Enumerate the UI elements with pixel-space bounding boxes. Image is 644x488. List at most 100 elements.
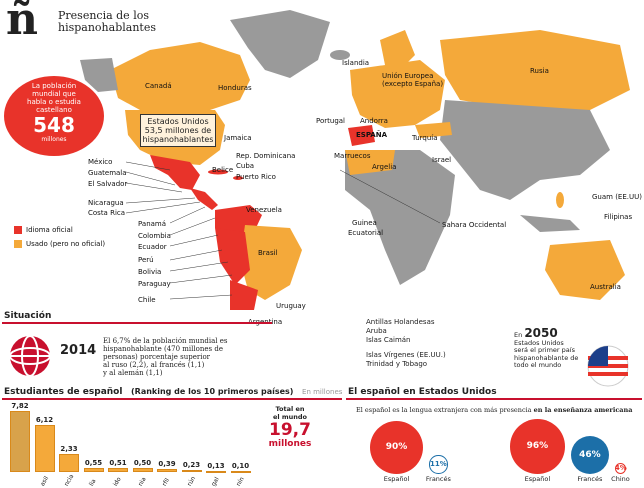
world-stat-line-3: habla o estudia [27,98,81,106]
bar-value-9: 0,13 [207,461,225,470]
bubble-value-2-2: 46% [579,449,601,460]
bar-value-6: 0,50 [133,459,152,468]
students-total: Total en el mundo 19,7 millones [262,405,318,449]
label-canada: Canadá [145,82,172,90]
future-block: En 2050 Estados Unidos será el primer pa… [514,327,579,370]
bar-category-6: nia [136,476,148,488]
australia-shape [545,240,625,300]
bubble-2-1 [510,419,565,474]
world-stat-line-1: La población [31,82,77,90]
label-ue-line-1: Unión Europea [382,72,434,80]
antillas-list: Antillas Holandesas Aruba Islas Caimán I… [366,318,446,369]
situacion-text-5: y al alemán (1,1) [103,369,163,377]
usa-section-title: El español en Estados Unidos [348,387,497,397]
label-honduras: Honduras [218,84,252,92]
page-title: Presencia de los hispanohablantes [58,10,156,34]
filipinas-shape [556,192,564,208]
usa-section-rule [346,398,642,400]
situacion-title: Situación [4,311,52,321]
world-map [80,10,630,310]
cuba-shape [208,169,228,175]
antillas-item-5: Trinidad y Tobago [366,360,428,368]
asia-shape [440,100,610,200]
label-guinea-line-2: Ecuatorial [348,229,384,237]
label-ecuador: Ecuador [138,243,167,251]
brasil-shape [240,225,302,300]
bar-9 [206,470,226,473]
label-rusia: Rusia [530,67,549,75]
africa-shape [345,150,455,285]
bar-value-10: 0,10 [231,462,250,470]
label-sahara: Sahara Occidental [442,221,507,229]
situacion-rule [2,322,272,324]
students-units: En millones [302,388,343,396]
situacion-text-3: personas) porcentaje superior [103,353,211,361]
students-title: Estudiantes de español [4,387,123,397]
bar-category-2: asil [38,475,50,488]
label-ue-line-2: (excepto España) [382,80,444,88]
alaska-shape [80,58,118,92]
usa-box: Estados Unidos 53,5 millones de hispanoh… [140,114,216,147]
bar-3 [59,453,79,472]
bar-5 [108,468,128,472]
usa-box-line-1: Estados Unidos [147,117,209,126]
bubble-label-1-1: Español [383,475,410,483]
students-total-unit: millones [268,439,312,449]
bubble-2-3 [614,462,627,474]
hispaniola-shape [233,176,243,180]
central-america-shape [190,188,218,210]
future-line-3: hispanohablante de [514,353,579,362]
label-andorra: Andorra [360,117,388,125]
bar-10 [230,471,251,473]
bar-category-9: gal [210,476,221,488]
bar-category-7: rfil [161,477,172,488]
label-islandia: Islandia [342,59,370,67]
label-turquia: Turquía [412,134,438,142]
greenland-shape [230,10,330,78]
bubble-value-2-1: 96% [526,441,549,452]
bubble-2-2 [570,436,609,474]
bar-value-1: 7,82 [11,402,29,411]
students-total-line-1: Total en [275,405,305,413]
label-venezuela: Venezuela [246,206,282,214]
label-guam: Guam (EE.UU) [592,193,642,201]
legend-label-used: Usado (pero no oficial) [26,240,106,248]
label-nicaragua: Nicaragua [88,199,124,207]
label-uruguay: Uruguay [276,302,306,310]
usa-subtitle-plain: El español es la lengua extranjera con m… [356,406,532,414]
label-guinea-line-1: Guinea [352,219,377,227]
label-guatemala: Guatemala [88,169,127,177]
turkey-shape [415,122,452,138]
situacion-year: 2014 [60,343,97,358]
label-argelia: Argelia [372,163,397,171]
bar-value-4: 0,55 [84,458,103,467]
world-stat-line-2: mundial que [32,90,76,98]
legend-swatch-official [14,226,22,234]
bar-category-4: lia [87,477,98,488]
russia-shape [440,30,630,110]
label-chile: Chile [138,296,156,304]
antillas-item-3: Islas Caimán [366,336,411,344]
future-year: 2050 [524,326,558,340]
students-heading: Estudiantes de español (Ranking de los 1… [4,387,342,397]
students-rule [2,398,342,400]
label-australia: Australia [590,283,621,291]
bubble-label-2-2: Francés [577,475,603,483]
bar-value-2: 6,12 [35,415,54,424]
bar-4 [83,467,104,472]
scandinavia-shape [380,30,415,70]
world-stat-unit: millones [41,136,67,143]
legend-swatch-used [14,240,22,248]
bar-category-10: nín [234,475,246,488]
students-total-value: 19,7 [269,420,311,440]
globe-icon [9,335,51,377]
bar-7 [157,468,177,472]
bubble-1-2 [429,455,448,474]
bar-1 [10,411,30,472]
usa-box-line-3: hispanohablantes [142,135,214,144]
bubble-label-2-1: Español [524,475,551,483]
label-filipinas: Filipinas [604,213,633,221]
label-puerto-rico: Puerto Rico [236,173,276,181]
bubble-label-1-2: Francés [425,475,451,483]
label-bolivia: Bolivia [138,268,162,276]
